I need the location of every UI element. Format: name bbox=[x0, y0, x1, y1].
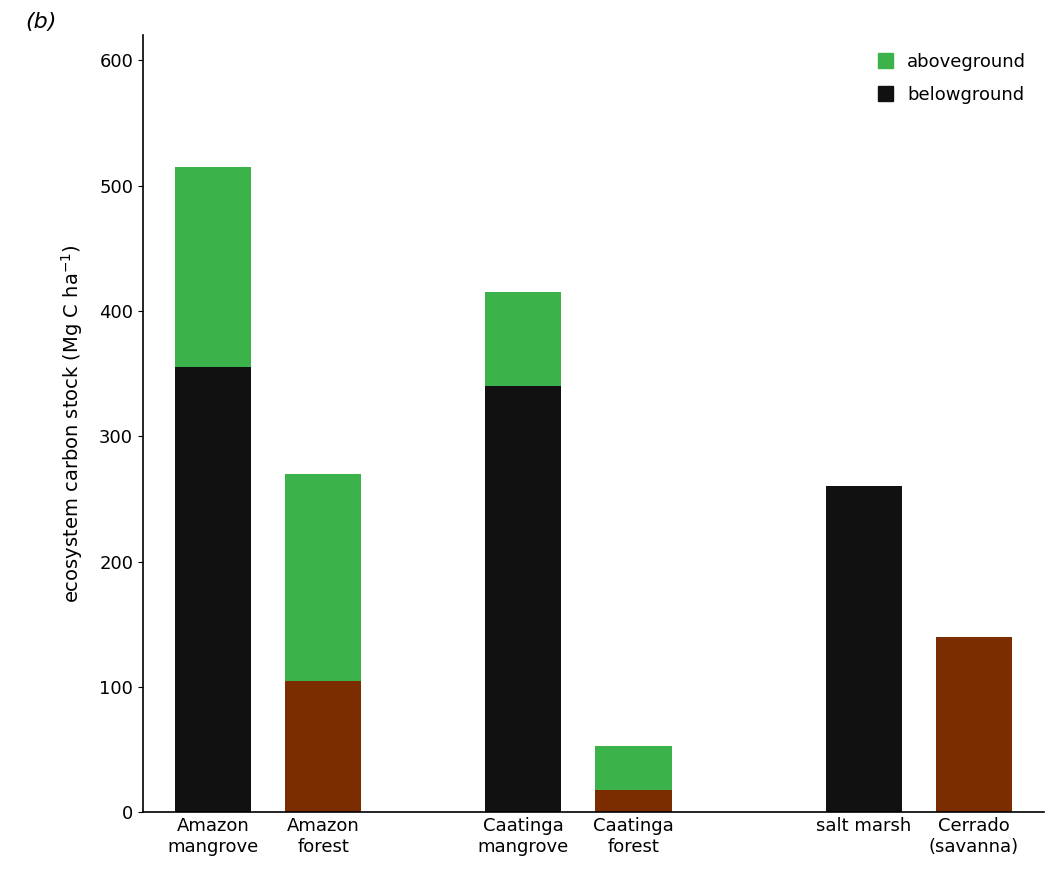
Text: (b): (b) bbox=[25, 12, 57, 32]
Bar bbox=[936, 637, 1012, 813]
Bar bbox=[485, 292, 561, 386]
Bar bbox=[285, 681, 361, 813]
Bar bbox=[826, 486, 902, 813]
Bar bbox=[485, 386, 561, 813]
Bar bbox=[175, 166, 251, 368]
Legend: aboveground, belowground: aboveground, belowground bbox=[869, 44, 1035, 112]
Bar bbox=[595, 746, 671, 790]
Y-axis label: ecosystem carbon stock (Mg C ha$^{-1}$): ecosystem carbon stock (Mg C ha$^{-1}$) bbox=[59, 245, 86, 603]
Bar bbox=[285, 474, 361, 681]
Bar bbox=[175, 368, 251, 813]
Bar bbox=[595, 790, 671, 813]
